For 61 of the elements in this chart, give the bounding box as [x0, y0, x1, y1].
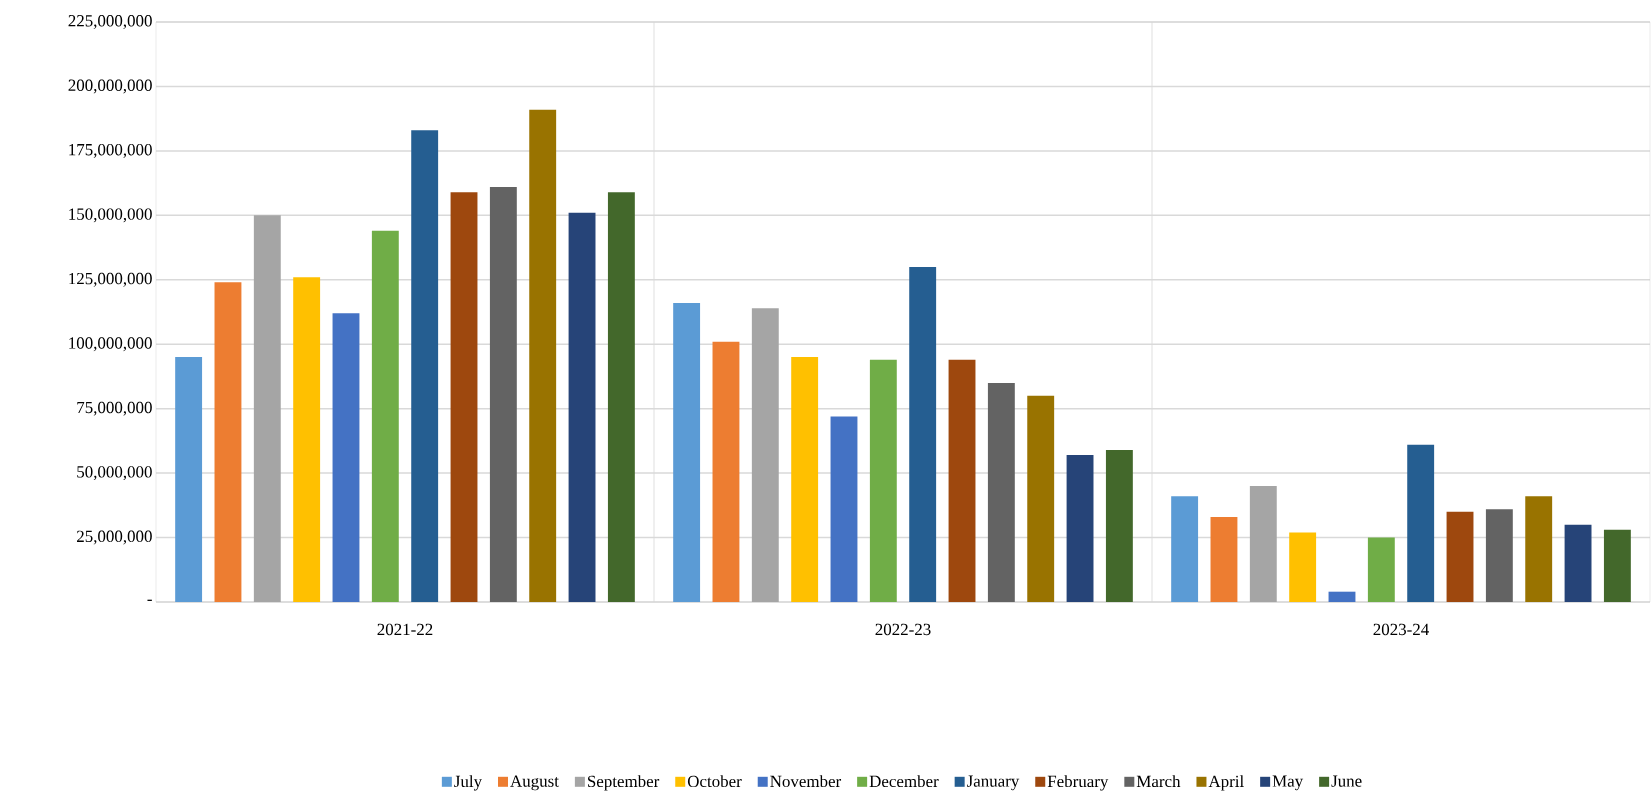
bar [1105, 449, 1133, 602]
y-tick-label: 200,000,000 [68, 79, 152, 94]
bar [1328, 591, 1356, 602]
legend-label: March [1136, 775, 1181, 788]
x-tick-label: 2023-24 [1373, 623, 1429, 636]
bar [568, 212, 596, 602]
bar [293, 277, 321, 602]
legend-label: July [454, 775, 483, 791]
bar [411, 130, 439, 602]
bar [1564, 524, 1592, 602]
legend-label: August [510, 775, 559, 791]
bar [987, 382, 1015, 602]
bar [1485, 509, 1513, 602]
bar [1407, 444, 1435, 602]
bar [948, 359, 976, 602]
y-tick-label: 25,000,000 [77, 530, 152, 545]
y-tick-label: 175,000,000 [69, 143, 152, 158]
bar [489, 186, 517, 602]
bar [1027, 395, 1055, 602]
bar [529, 109, 557, 602]
bar [175, 357, 203, 602]
y-tick-label: - [147, 599, 152, 601]
bar [607, 192, 635, 602]
bar [332, 313, 360, 602]
bar [1446, 511, 1474, 602]
legend-label: February [1047, 775, 1109, 791]
bar [909, 266, 937, 602]
bar [1171, 496, 1199, 602]
bar [253, 215, 281, 602]
bar [712, 341, 740, 602]
bar [450, 192, 478, 602]
bar [371, 230, 399, 602]
bar [791, 357, 819, 602]
bar [751, 308, 779, 602]
y-tick-label: 150,000,000 [69, 208, 152, 223]
bar [1367, 537, 1395, 602]
bar [1066, 455, 1094, 602]
x-tick-label: 2022-23 [875, 623, 931, 636]
bar [673, 302, 701, 602]
legend-label: November [770, 775, 842, 788]
legend-label: April [1208, 775, 1244, 791]
legend-label: January [967, 775, 1020, 791]
legend-label: May [1272, 775, 1304, 791]
legend-label: December [869, 775, 939, 788]
y-tick-label: 225,000,000 [68, 15, 152, 29]
y-tick-label: 50,000,000 [77, 466, 152, 481]
legend-label: June [1331, 775, 1362, 787]
bar [869, 359, 897, 602]
y-tick-label: 75,000,000 [77, 401, 152, 416]
legend-label: September [588, 775, 660, 791]
bar [1525, 496, 1553, 602]
bar [214, 282, 242, 602]
y-tick-label: 125,000,000 [69, 272, 152, 287]
legend-label: October [687, 775, 742, 788]
bar [1289, 532, 1317, 602]
bar [830, 416, 858, 602]
x-tick-label: 2021-22 [377, 623, 433, 636]
bar [1210, 516, 1238, 602]
bar [1603, 529, 1631, 602]
bar [1249, 486, 1277, 602]
y-tick-label: 100,000,000 [69, 337, 152, 352]
